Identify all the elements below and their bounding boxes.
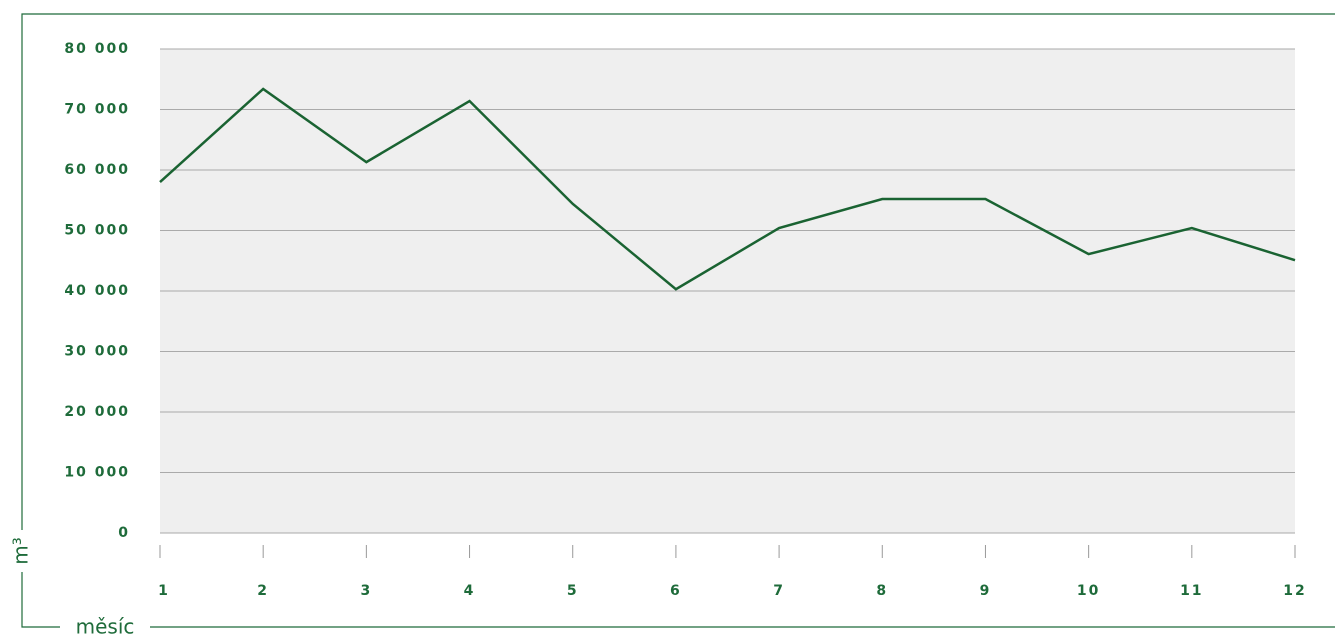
x-tick-label: 9 — [980, 583, 992, 599]
y-tick-label: 0 — [118, 525, 130, 541]
x-tick-label: 4 — [464, 583, 476, 599]
y-tick-label: 80 000 — [64, 41, 130, 57]
frame — [21, 13, 1335, 628]
x-tick-label: 2 — [257, 583, 269, 599]
x-tick-label: 11 — [1180, 583, 1203, 599]
y-tick-label: 40 000 — [64, 283, 130, 299]
x-tick-label: 5 — [567, 583, 579, 599]
x-tick-label: 10 — [1077, 583, 1100, 599]
x-axis-title: měsíc — [76, 615, 135, 637]
x-tick-label: 1 — [158, 583, 170, 599]
x-tick-label: 12 — [1283, 583, 1306, 599]
x-tick-label: 6 — [670, 583, 682, 599]
y-tick-label: 10 000 — [64, 465, 130, 481]
x-tick-label: 8 — [876, 583, 888, 599]
y-tick-label: 70 000 — [64, 102, 130, 118]
y-tick-label: 50 000 — [64, 223, 130, 239]
x-tick-label: 3 — [360, 583, 372, 599]
y-tick-label: 30 000 — [64, 344, 130, 360]
y-tick-label: 60 000 — [64, 162, 130, 178]
x-tick-label: 7 — [773, 583, 785, 599]
frame-line — [21, 572, 60, 628]
y-tick-label: 20 000 — [64, 404, 130, 420]
y-axis-title: m³ — [9, 537, 33, 565]
frame-line — [21, 13, 1335, 530]
line-series — [159, 87, 1296, 291]
